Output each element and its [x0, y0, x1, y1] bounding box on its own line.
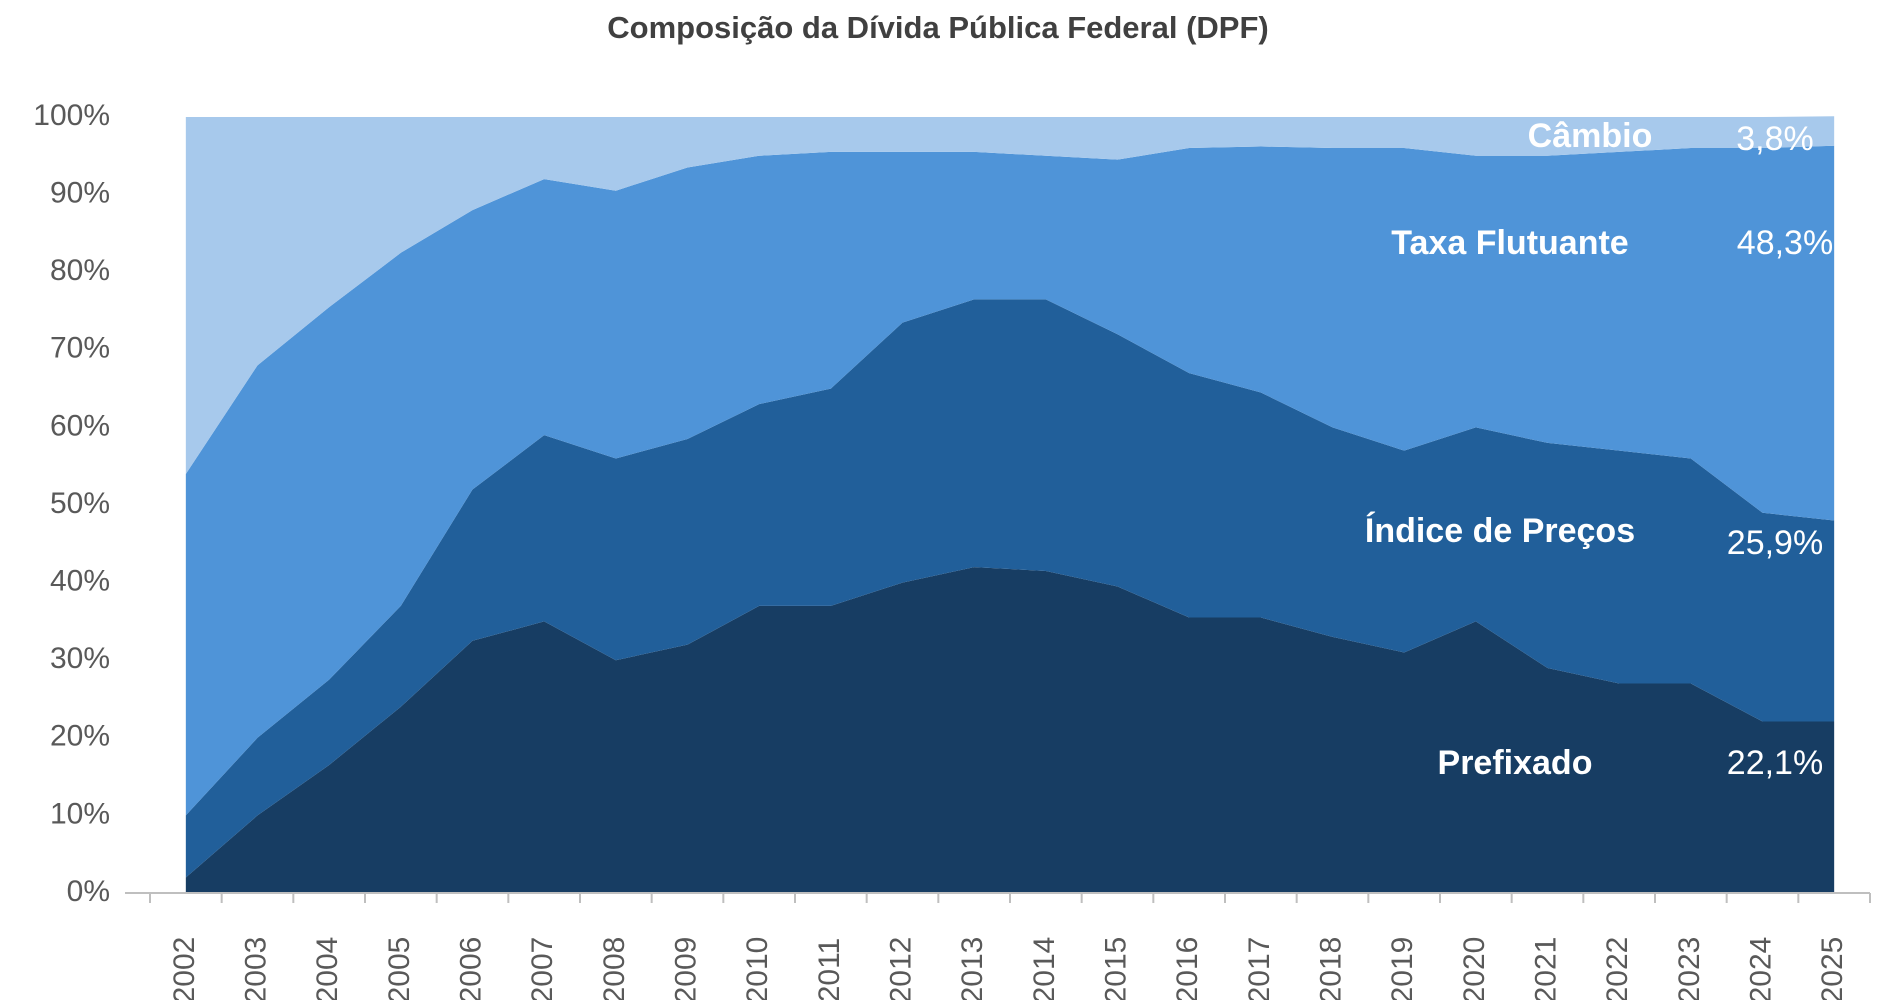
value-label: 22,1% [1727, 744, 1823, 782]
y-tick-label: 90% [50, 177, 110, 210]
y-tick-label: 0% [67, 875, 110, 908]
x-tick-label: 2007 [526, 937, 559, 1000]
y-tick-label: 40% [50, 565, 110, 598]
x-tick-label: 2005 [383, 937, 416, 1000]
x-tick-label: 2018 [1314, 937, 1347, 1000]
x-tick-label: 2002 [168, 937, 201, 1000]
x-tick-label: 2015 [1099, 937, 1132, 1000]
x-tick-label: 2006 [454, 937, 487, 1000]
x-tick-label: 2016 [1171, 937, 1204, 1000]
y-tick-label: 30% [50, 642, 110, 675]
x-tick-label: 2004 [311, 937, 344, 1000]
x-tick-label: 2022 [1601, 937, 1634, 1000]
x-tick-label: 2011 [813, 938, 846, 1000]
y-tick-label: 60% [50, 409, 110, 442]
y-tick-label: 50% [50, 487, 110, 520]
x-tick-label: 2010 [741, 937, 774, 1000]
x-tick-label: 2025 [1816, 937, 1849, 1000]
y-tick-label: 20% [50, 720, 110, 753]
x-tick-label: 2013 [956, 937, 989, 1000]
x-tick-label: 2008 [598, 937, 631, 1000]
area [185, 567, 1835, 893]
x-tick-label: 2017 [1243, 937, 1276, 1000]
x-tick-label: 2012 [884, 937, 917, 1000]
area [185, 299, 1835, 878]
chart-title: Composição da Dívida Pública Federal (DP… [607, 10, 1268, 45]
x-tick-label: 2014 [1028, 937, 1061, 1000]
series-label: Taxa Flutuante [1391, 224, 1628, 262]
y-tick-label: 70% [50, 332, 110, 365]
value-label: 48,3% [1737, 224, 1833, 262]
series-label: Prefixado [1438, 744, 1593, 782]
y-tick-label: 10% [50, 797, 110, 830]
series-label: Índice de Preços [1365, 512, 1635, 550]
y-tick-label: 80% [50, 254, 110, 287]
value-label: 3,8% [1736, 120, 1814, 158]
x-tick-label: 2003 [239, 937, 272, 1000]
x-tick-label: 2020 [1458, 937, 1491, 1000]
x-tick-label: 2019 [1386, 937, 1419, 1000]
y-tick-label: 100% [33, 99, 110, 132]
area [185, 116, 1835, 474]
area [185, 145, 1835, 816]
x-tick-label: 2021 [1529, 937, 1562, 1000]
value-label: 25,9% [1727, 524, 1823, 562]
x-tick-label: 2024 [1744, 937, 1777, 1000]
series-label: Câmbio [1528, 117, 1653, 155]
x-tick-label: 2009 [669, 937, 702, 1000]
x-tick-label: 2023 [1673, 937, 1706, 1000]
